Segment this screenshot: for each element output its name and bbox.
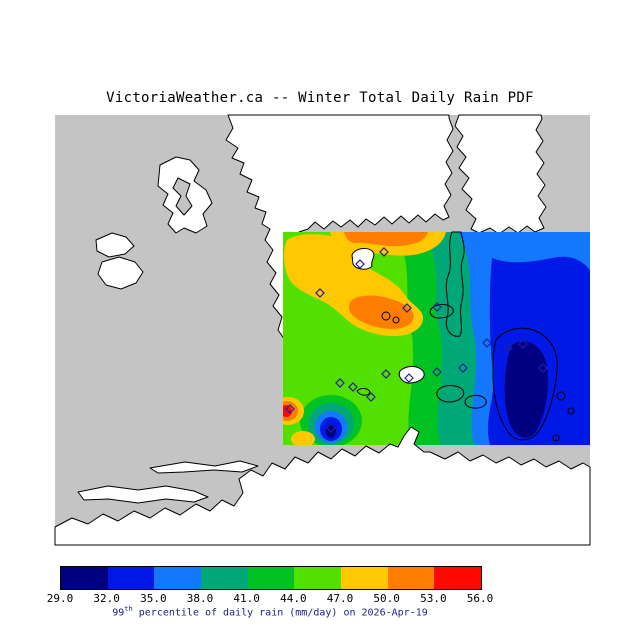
colorbar-tick: 35.0: [140, 592, 167, 605]
station-marker: [381, 369, 391, 379]
colorbar-segment-2: [107, 567, 155, 589]
contour-data-region: [283, 232, 590, 445]
station-marker: [366, 392, 376, 402]
south-island-2: [149, 460, 259, 474]
station-marker: [402, 303, 412, 313]
station-markers: [285, 247, 548, 433]
coast-outlines: [356, 231, 575, 442]
contour-yellow-corner: [291, 431, 315, 445]
colorbar-segment-3: [154, 567, 202, 589]
colorbar-tick: 32.0: [93, 592, 120, 605]
station-marker: [432, 367, 442, 377]
colorbar-tick: 44.0: [280, 592, 307, 605]
islet-outline: [552, 434, 560, 442]
caption-text: percentile of daily rain (mm/day) on 202…: [132, 607, 428, 619]
colorbar-segment-9: [434, 567, 482, 589]
colorbar-ticks: 29.0 32.0 35.0 38.0 41.0 44.0 47.0 50.0 53.0 56.0: [47, 592, 494, 605]
station-marker: [518, 339, 528, 349]
station-marker: [458, 363, 468, 373]
island-outline-mid: [429, 304, 454, 319]
caption-value: 99: [112, 607, 125, 619]
station-marker: [482, 338, 492, 348]
station-marker: [538, 363, 548, 373]
saanich-peninsula-outline: [445, 231, 465, 337]
colorbar-segments: [61, 567, 482, 589]
land-south: [54, 426, 591, 546]
station-marker: [379, 247, 389, 257]
san-juan-island-outline-2: [464, 394, 487, 409]
small-island-west-2: [97, 256, 144, 290]
page-title: VictoriaWeather.ca -- Winter Total Daily…: [106, 90, 534, 106]
colorbar-segment-6: [294, 567, 342, 589]
san-juan-island-outline-1: [436, 385, 465, 403]
station-marker: [503, 343, 513, 353]
islet-outline: [556, 391, 566, 401]
northeast-landmass: [454, 114, 547, 235]
south-island-1: [77, 485, 209, 504]
colorbar-segment-7: [341, 567, 388, 589]
colorbar-tick: 47.0: [326, 592, 354, 605]
small-island-west-1: [95, 232, 135, 258]
colorbar-tick: 50.0: [373, 592, 400, 605]
east-coast-outline: [492, 327, 558, 441]
station-marker: [355, 259, 365, 269]
islet-outline: [567, 407, 575, 415]
caption: 99th percentile of daily rain (mm/day) o…: [60, 605, 480, 618]
island-lake: [172, 177, 193, 216]
harbour-outline: [356, 388, 371, 396]
station-marker: [404, 373, 414, 383]
colorbar-tick: 41.0: [233, 592, 260, 605]
colorbar-segment-5: [247, 567, 295, 589]
caption-superscript: th: [124, 605, 133, 613]
colorbar-tick: 38.0: [186, 592, 214, 605]
station-marker: [315, 288, 325, 298]
islet-outline: [381, 311, 391, 321]
colorbar-tick: 29.0: [46, 592, 74, 605]
station-marker: [285, 404, 295, 414]
contour-orange-lobe: [349, 295, 414, 329]
colorbar-tick: 53.0: [420, 592, 447, 605]
land-north: [95, 114, 547, 344]
colorbar: [60, 566, 482, 590]
olympic-peninsula-landmass: [54, 426, 591, 546]
islet-outline: [392, 316, 400, 324]
contour-blob-core-navy: [326, 424, 336, 438]
station-marker: [335, 378, 345, 388]
colorbar-segment-8: [387, 567, 435, 589]
colorbar-segment-1: [61, 567, 108, 589]
station-marker: [432, 302, 442, 312]
colorbar-segment-4: [201, 567, 248, 589]
station-marker: [348, 382, 358, 392]
contour-orange-top-strip: [344, 232, 428, 247]
colorbar-tick: 56.0: [466, 592, 494, 605]
white-islet-north: [351, 247, 375, 270]
contour-level-29-32: [504, 341, 548, 438]
station-marker: [326, 423, 336, 433]
